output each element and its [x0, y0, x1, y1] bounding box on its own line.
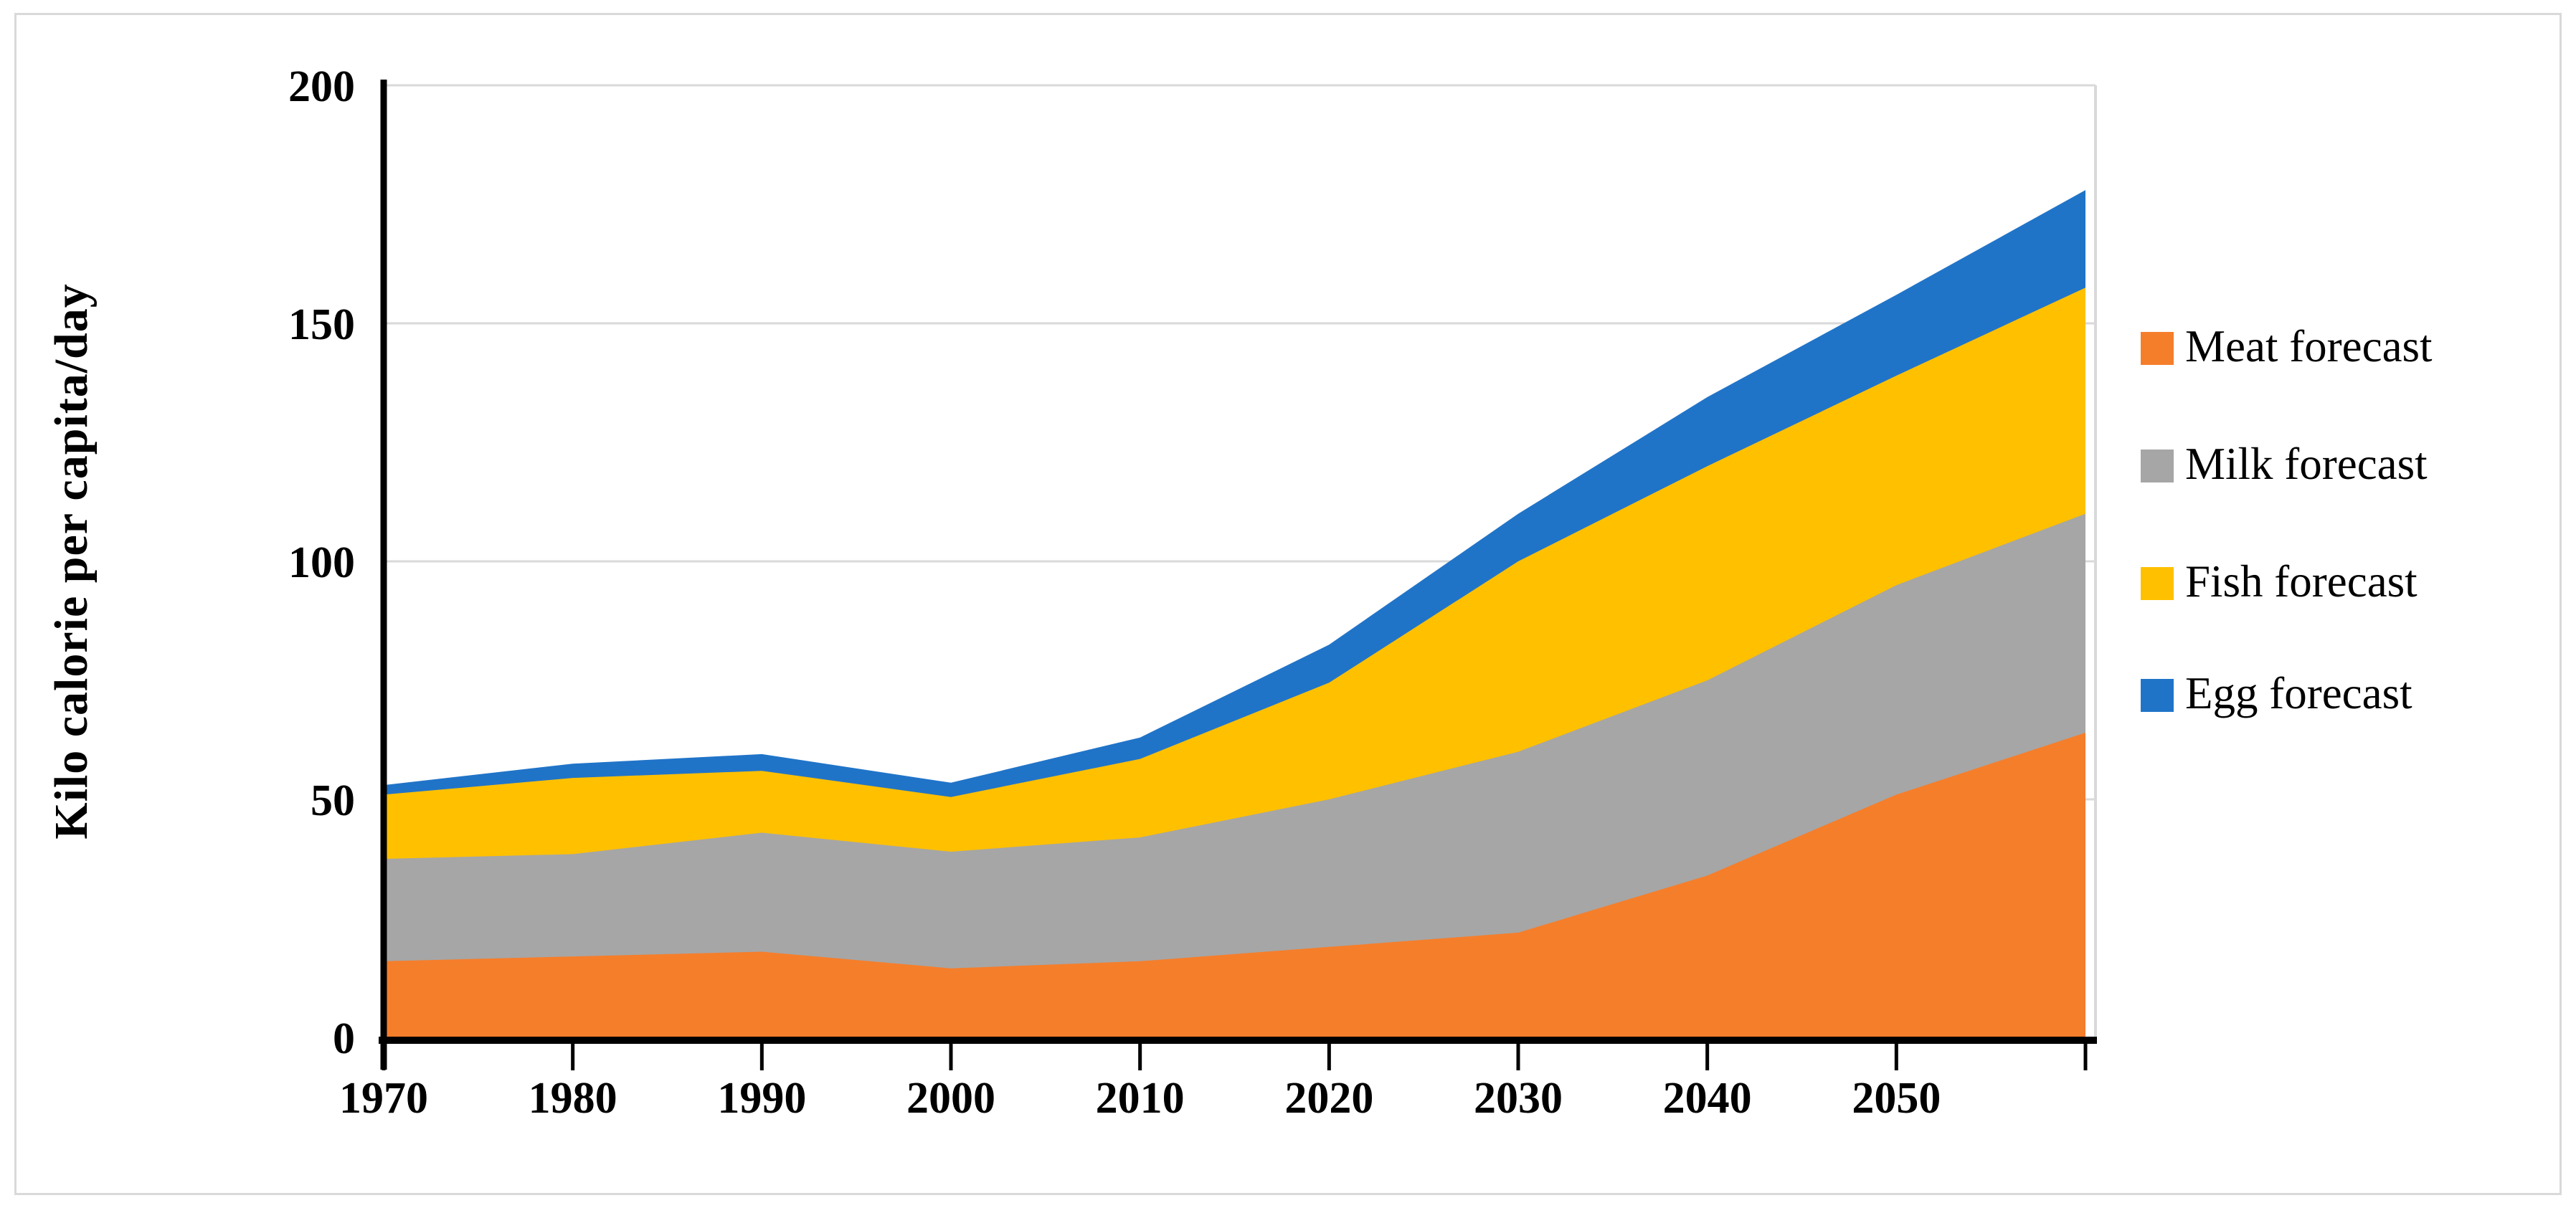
legend-label-milk: Milk forecast: [2185, 438, 2428, 489]
y-tick-label-100: 100: [288, 538, 355, 587]
x-tick-label-2000: 2000: [906, 1074, 995, 1123]
legend-swatch-fish-icon: [2141, 567, 2174, 600]
y-axis-title: Kilo calorie per capita/day: [45, 283, 98, 840]
legend-item-egg-forecast: Egg forecast: [2141, 670, 2412, 721]
y-tick-label-200: 200: [288, 62, 355, 111]
x-tick-label-2010: 2010: [1096, 1074, 1185, 1123]
legend-swatch-milk-icon: [2141, 450, 2174, 482]
legend-item-meat-forecast: Meat forecast: [2141, 323, 2433, 374]
x-tick-label-2040: 2040: [1663, 1074, 1752, 1123]
y-tick-label-150: 150: [288, 300, 355, 349]
legend-swatch-egg-icon: [2141, 679, 2174, 712]
legend-swatch-meat-icon: [2141, 332, 2174, 365]
area-meat-forecast: [384, 733, 2085, 1037]
x-tick-label-1990: 1990: [717, 1074, 806, 1123]
x-tick-label-1970: 1970: [339, 1074, 428, 1123]
y-tick-label-0: 0: [333, 1014, 355, 1063]
legend-item-milk-forecast: Milk forecast: [2141, 440, 2428, 492]
x-tick-label-2030: 2030: [1474, 1074, 1563, 1123]
legend-item-fish-forecast: Fish forecast: [2141, 558, 2418, 609]
x-tick-label-1980: 1980: [529, 1074, 617, 1123]
legend-label-egg: Egg forecast: [2185, 667, 2412, 718]
x-tick-label-2050: 2050: [1852, 1074, 1941, 1123]
x-tick-label-2020: 2020: [1284, 1074, 1373, 1123]
y-tick-label-50: 50: [311, 776, 355, 825]
legend-label-meat: Meat forecast: [2185, 320, 2433, 371]
legend-label-fish: Fish forecast: [2185, 556, 2418, 607]
